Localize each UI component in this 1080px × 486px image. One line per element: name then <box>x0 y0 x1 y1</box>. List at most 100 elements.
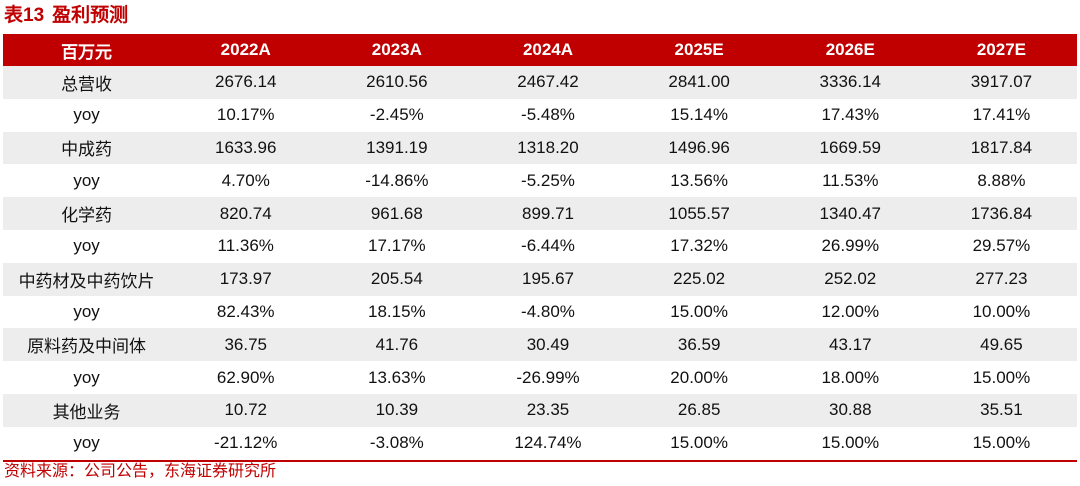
table-cell: 17.32% <box>670 236 728 256</box>
table-cell: 29.57% <box>972 236 1031 256</box>
header-row: 百万元 2022A 2023A 2024A 2025E 2026E 2027E <box>3 34 1077 66</box>
table-cell: 195.67 <box>472 262 624 296</box>
table-cell: 41.76 <box>321 328 473 362</box>
table-cell: 13.56% <box>670 170 728 190</box>
row-label: yoy <box>73 236 100 256</box>
table-cell: 10.00% <box>972 301 1031 321</box>
table-cell: 124.74% <box>514 433 582 453</box>
table-cell: 36.59 <box>623 328 775 362</box>
table-cell: 30.88 <box>774 393 926 427</box>
table-row: yoy 4.70% -14.86% -5.25% 13.56% 11.53% 8.88% <box>3 164 1077 197</box>
table-cell: 225.02 <box>623 262 775 296</box>
table-cell: 252.02 <box>774 262 926 296</box>
table-cell: 2676.14 <box>170 66 322 99</box>
table-cell: 961.68 <box>321 197 473 230</box>
row-label: yoy <box>73 301 100 321</box>
row-label: 原料药及中间体 <box>3 328 171 362</box>
table-cell: 3917.07 <box>925 66 1077 99</box>
table-row: yoy 10.17% -2.45% -5.48% 15.14% 17.43% 17.41% <box>3 99 1077 132</box>
table-cell: -3.08% <box>369 433 424 453</box>
column-header: 2026E <box>774 34 926 66</box>
row-label: yoy <box>73 105 100 125</box>
table-cell: 15.00% <box>670 301 728 321</box>
column-header: 2023A <box>321 34 473 66</box>
table-cell: 13.63% <box>368 367 426 387</box>
table-cell: -5.48% <box>521 105 575 125</box>
table-cell: 18.00% <box>821 367 880 387</box>
table-cell: 17.41% <box>972 105 1031 125</box>
table-row: 中成药 1633.96 1391.19 1318.20 1496.96 1669.59 18… <box>3 131 1077 165</box>
table-cell: -4.80% <box>521 301 575 321</box>
column-header: 2024A <box>472 34 624 66</box>
column-header: 百万元 <box>3 34 171 66</box>
table-cell: 10.72 <box>170 393 322 427</box>
table-cell: -5.25% <box>521 170 575 190</box>
table-cell: 1817.84 <box>925 131 1077 165</box>
table-cell: 1055.57 <box>623 197 775 230</box>
table-cell: 15.00% <box>972 367 1031 387</box>
table-row: yoy 62.90% 13.63% -26.99% 20.00% 18.00% 15.00% <box>3 361 1077 394</box>
table-cell: 11.36% <box>217 236 274 256</box>
table-cell: 43.17 <box>774 328 926 362</box>
column-header: 2025E <box>623 34 775 66</box>
table-cell: 26.99% <box>821 236 880 256</box>
table-cell: 173.97 <box>170 262 322 296</box>
table-row: 其他业务 10.72 10.39 23.35 26.85 30.88 35.51 <box>3 393 1077 427</box>
table-cell: 62.90% <box>216 367 275 387</box>
row-label: 中成药 <box>3 131 171 165</box>
table-cell: 15.00% <box>972 433 1031 453</box>
table-cell: 17.17% <box>368 236 426 256</box>
row-label: 中药材及中药饮片 <box>3 262 171 296</box>
table-cell: 23.35 <box>472 393 624 427</box>
row-label: 化学药 <box>3 197 171 230</box>
table-cell: 18.15% <box>368 301 426 321</box>
table-cell: 2467.42 <box>472 66 624 99</box>
table-cell: 1318.20 <box>472 131 624 165</box>
forecast-table: 百万元 2022A 2023A 2024A 2025E 2026E 2027E … <box>3 34 1077 460</box>
table-row: 化学药 820.74 961.68 899.71 1055.57 1340.47 1736.… <box>3 197 1077 230</box>
table-cell: 205.54 <box>321 262 473 296</box>
table-title: 表13 盈利预测 <box>4 2 136 30</box>
row-label: 总营收 <box>3 66 171 99</box>
bottom-rule <box>3 460 1077 462</box>
table-number: 表13 <box>4 5 45 26</box>
table-row: yoy 11.36% 17.17% -6.44% 17.32% 26.99% 29.57% <box>3 230 1077 263</box>
column-header: 2022A <box>170 34 322 66</box>
table-cell: 4.70% <box>221 170 270 190</box>
table-cell: 82.43% <box>216 301 275 321</box>
table-cell: 12.00% <box>821 301 880 321</box>
table-cell: 1736.84 <box>925 197 1077 230</box>
table-cell: 1496.96 <box>623 131 775 165</box>
table-cell: 15.00% <box>670 433 728 453</box>
table-cell: 2841.00 <box>623 66 775 99</box>
table-cell: -6.44% <box>521 236 575 256</box>
table-cell: 3336.14 <box>774 66 926 99</box>
table-cell: 820.74 <box>170 197 322 230</box>
table-cell: 899.71 <box>472 197 624 230</box>
column-header: 2027E <box>925 34 1077 66</box>
table-cell: -2.45% <box>369 105 424 125</box>
table-row: 中药材及中药饮片 173.97 205.54 195.67 225.02 252.02 27… <box>3 262 1077 296</box>
table-cell: 30.49 <box>472 328 624 362</box>
table-cell: 277.23 <box>925 262 1077 296</box>
table-cell: 10.39 <box>321 393 473 427</box>
table-cell: 17.43% <box>821 105 880 125</box>
row-label: yoy <box>73 170 100 190</box>
table-cell: 11.53% <box>822 170 879 190</box>
table-cell: 20.00% <box>670 367 728 387</box>
table-cell: 36.75 <box>170 328 322 362</box>
row-label: 其他业务 <box>3 393 171 427</box>
table-cell: -14.86% <box>365 170 429 190</box>
table-cell: 26.85 <box>623 393 775 427</box>
table-cell: -21.12% <box>214 433 278 453</box>
table-cell: -26.99% <box>516 367 580 387</box>
table-cell: 15.14% <box>670 105 728 125</box>
table-row: 原料药及中间体 36.75 41.76 30.49 36.59 43.17 49.65 <box>3 328 1077 362</box>
table-cell: 15.00% <box>821 433 880 453</box>
table-cell: 1633.96 <box>170 131 322 165</box>
row-label: yoy <box>73 433 100 453</box>
table-row: 总营收 2676.14 2610.56 2467.42 2841.00 3336.14 39… <box>3 66 1077 99</box>
table-cell: 35.51 <box>925 393 1077 427</box>
table-row: yoy 82.43% 18.15% -4.80% 15.00% 12.00% 10.00% <box>3 296 1077 329</box>
row-label: yoy <box>73 367 100 387</box>
